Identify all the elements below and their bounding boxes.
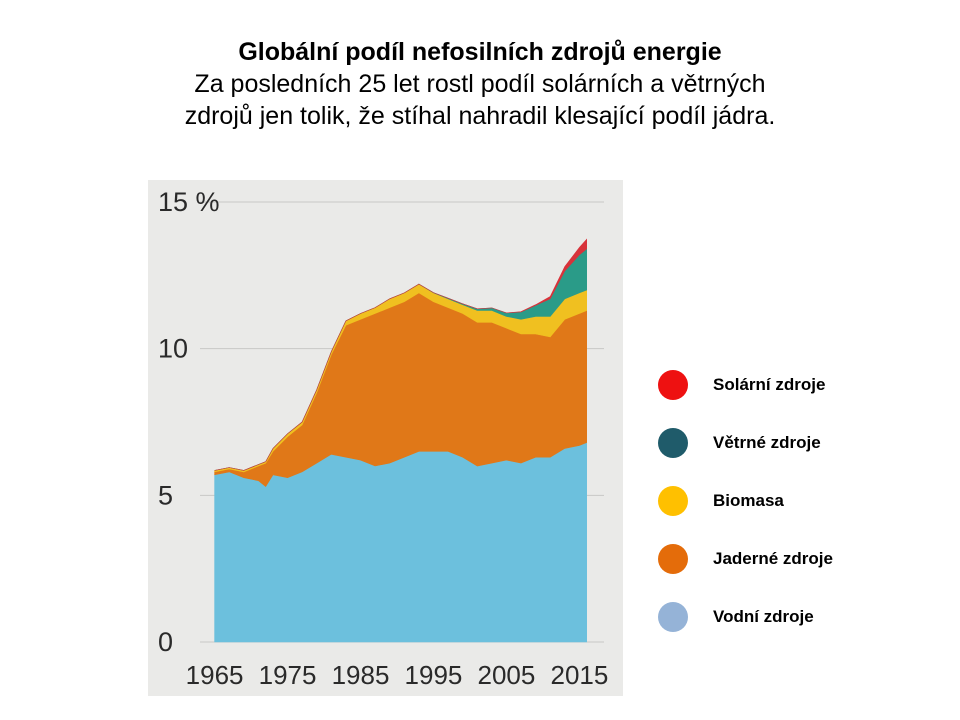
legend: Solární zdroje Větrné zdroje Biomasa Jad… [658,366,918,656]
x-tick-label-1965: 1965 [186,660,244,690]
legend-item-biomass: Biomasa [658,482,918,540]
x-tick-label-2005: 2005 [478,660,536,690]
legend-item-hydro: Vodní zdroje [658,598,918,656]
legend-swatch-hydro [658,602,688,632]
legend-item-wind: Větrné zdroje [658,424,918,482]
x-tick-label-1995: 1995 [405,660,463,690]
legend-label-wind: Větrné zdroje [713,433,821,452]
y-tick-label-10: 10 [158,334,188,364]
stacked-area-chart: 0 5 10 15 % 1965 1975 1985 1995 2005 2015 [148,180,623,696]
legend-swatch-solar [658,370,688,400]
y-tick-label-15: 15 % [158,187,220,217]
legend-item-solar: Solární zdroje [658,366,918,424]
legend-swatch-nuclear [658,544,688,574]
x-tick-label-1975: 1975 [259,660,317,690]
chart-subtitle-line2: zdrojů jen tolik, že stíhal nahradil kle… [184,102,776,130]
y-tick-label-0: 0 [158,627,173,657]
legend-label-solar: Solární zdroje [713,375,826,394]
legend-label-biomass: Biomasa [713,491,784,510]
y-tick-label-5: 5 [158,480,173,510]
legend-item-nuclear: Jaderné zdroje [658,540,918,598]
title-block: Globální podíl nefosilních zdrojů energi… [0,36,960,132]
x-tick-label-1985: 1985 [332,660,390,690]
x-tick-label-2015: 2015 [550,660,608,690]
chart-subtitle-line1: Za posledních 25 let rostl podíl solární… [194,70,766,98]
legend-swatch-biomass [658,486,688,516]
area-series-4-sol-rn-zdroje [214,238,587,471]
chart-title: Globální podíl nefosilních zdrojů energi… [238,38,722,66]
chart-area: 0 5 10 15 % 1965 1975 1985 1995 2005 2015 [148,180,623,696]
legend-label-nuclear: Jaderné zdroje [713,549,833,568]
legend-label-hydro: Vodní zdroje [713,607,814,626]
legend-swatch-wind [658,428,688,458]
